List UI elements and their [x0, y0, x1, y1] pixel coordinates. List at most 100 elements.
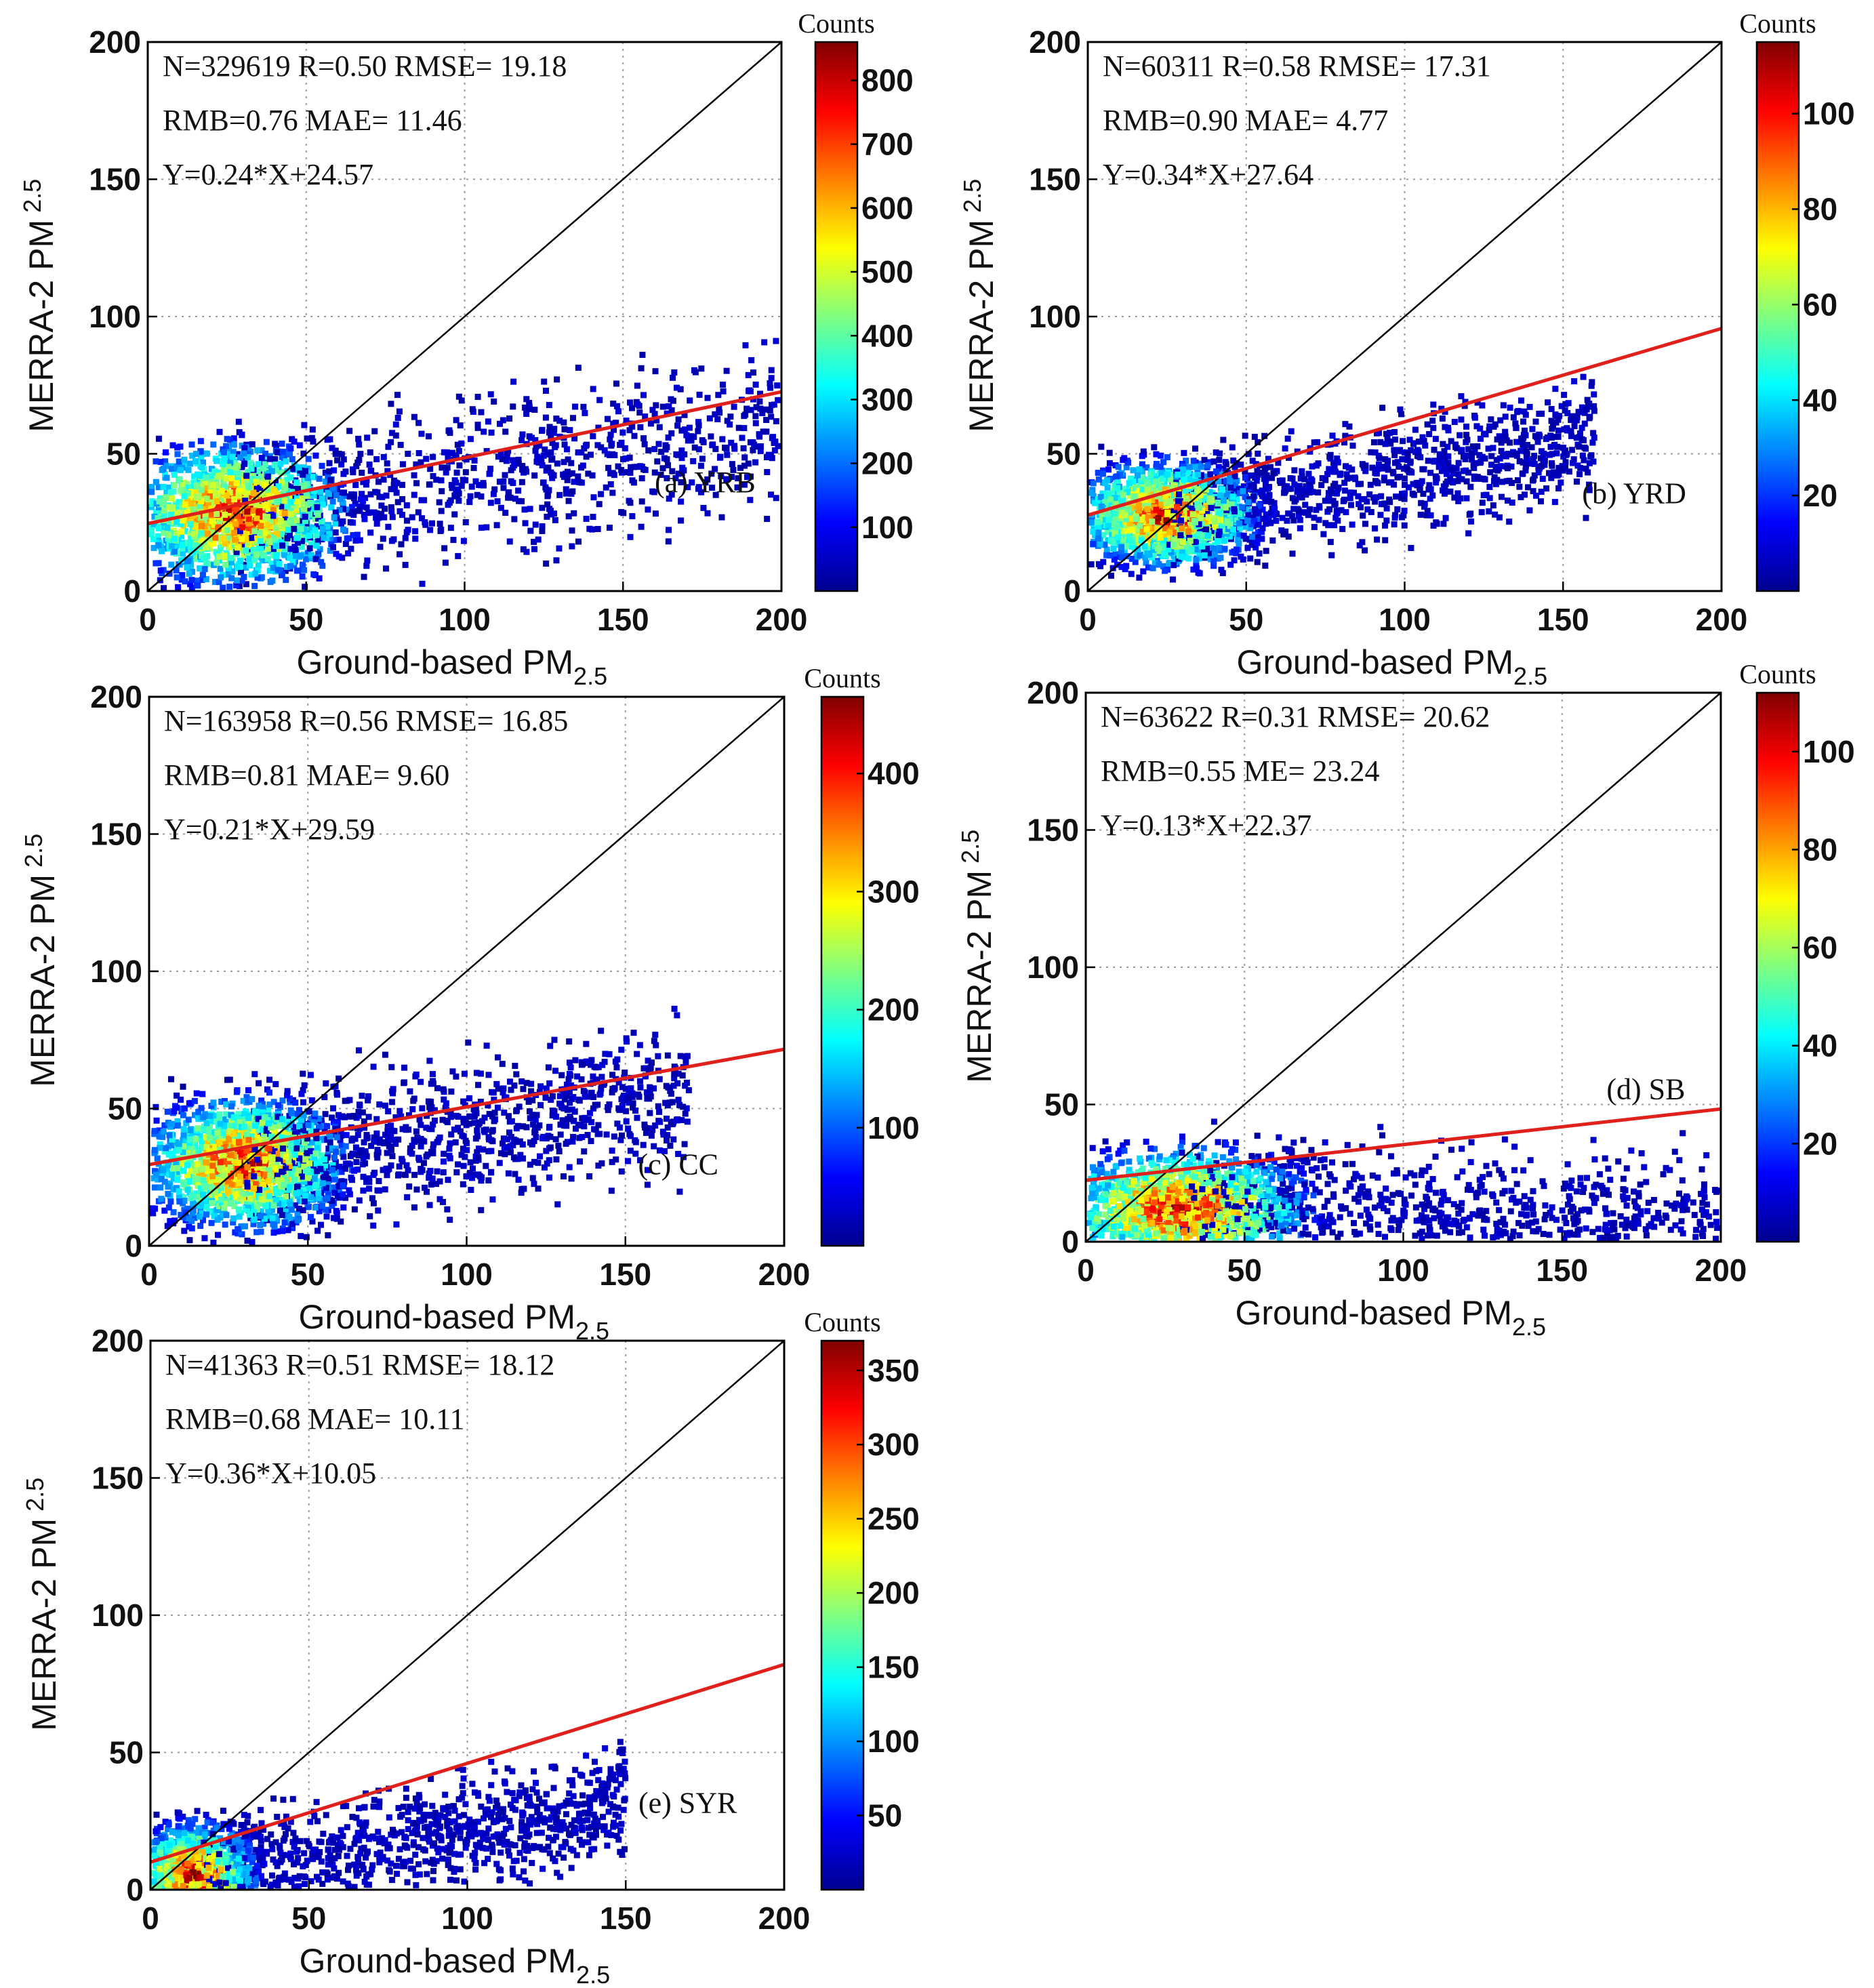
density-cell — [1391, 447, 1398, 453]
density-cell — [242, 498, 249, 504]
density-cell — [1289, 495, 1296, 502]
density-cell — [266, 538, 272, 545]
density-cell — [160, 483, 167, 490]
density-cell — [1528, 444, 1535, 451]
density-cell — [1583, 406, 1590, 413]
density-cell — [354, 531, 361, 538]
density-cell — [769, 455, 775, 462]
density-cell — [1399, 456, 1406, 463]
density-cell — [174, 574, 180, 581]
density-cell — [1447, 488, 1454, 495]
density-cell — [638, 523, 645, 530]
density-cell — [1391, 514, 1398, 521]
density-cell — [373, 521, 380, 527]
density-cell — [291, 525, 298, 532]
density-cell — [662, 442, 669, 449]
density-cell — [392, 432, 399, 439]
density-cell — [312, 556, 319, 563]
density-cell — [744, 474, 750, 481]
density-cell — [228, 524, 235, 531]
density-cell — [718, 514, 725, 521]
density-cell — [1219, 486, 1226, 493]
density-cell — [228, 518, 235, 525]
density-cell — [1140, 568, 1147, 575]
density-cell — [775, 443, 781, 449]
density-cell — [148, 531, 155, 537]
density-cell — [282, 567, 289, 574]
density-cell — [658, 449, 665, 455]
density-cell — [451, 511, 458, 518]
density-cell — [1106, 449, 1113, 456]
density-cell — [260, 552, 267, 559]
density-cell — [1244, 517, 1251, 524]
density-cell — [1412, 426, 1419, 433]
density-cell — [268, 468, 275, 474]
density-cell — [179, 542, 186, 548]
density-cell — [651, 411, 658, 418]
density-cell — [1419, 466, 1426, 472]
colorbar-tick-label: 500 — [861, 254, 914, 289]
density-cell — [308, 555, 314, 562]
density-cell — [1531, 472, 1538, 479]
density-cell — [1410, 441, 1417, 447]
density-cell — [1217, 544, 1223, 551]
density-cell — [245, 451, 251, 458]
density-cell — [253, 502, 260, 508]
density-cell — [337, 495, 344, 502]
density-cell — [638, 498, 645, 505]
density-cell — [745, 371, 752, 378]
density-cell — [1144, 487, 1151, 493]
density-cell — [293, 567, 300, 574]
density-cell — [531, 538, 537, 545]
density-cell — [239, 464, 245, 470]
density-cell — [302, 536, 309, 543]
density-cell — [1297, 475, 1304, 482]
density-cell — [148, 489, 155, 495]
density-cell — [283, 563, 290, 570]
density-cell — [1564, 427, 1570, 434]
density-cell — [1348, 489, 1355, 496]
density-cell — [242, 489, 249, 495]
density-cell — [1131, 493, 1138, 500]
density-cell — [585, 470, 592, 477]
density-cell — [467, 436, 474, 443]
density-cell — [507, 494, 514, 501]
colorbar-tick-label: 800 — [861, 63, 914, 98]
density-cell — [550, 430, 557, 437]
density-cell — [224, 436, 230, 443]
density-cell — [627, 500, 634, 506]
density-cell — [596, 397, 603, 403]
density-cell — [162, 458, 169, 465]
density-cell — [1147, 472, 1154, 479]
density-cell — [284, 503, 291, 510]
density-cell — [176, 476, 183, 483]
density-cell — [174, 530, 180, 537]
density-cell — [1377, 512, 1384, 519]
density-cell — [308, 541, 314, 548]
density-cell — [645, 506, 651, 513]
density-cell — [258, 523, 264, 529]
density-cell — [225, 571, 232, 578]
density-cell — [188, 577, 195, 584]
density-cell — [326, 491, 333, 498]
density-cell — [1331, 464, 1338, 471]
y-tick-label: 200 — [89, 24, 141, 60]
density-cell — [1335, 459, 1341, 466]
density-cell — [235, 492, 242, 499]
density-cell — [1551, 499, 1558, 506]
density-cell — [239, 432, 245, 439]
density-cell — [217, 545, 224, 552]
density-cell — [447, 430, 453, 437]
density-cell — [487, 500, 494, 506]
density-cell — [611, 472, 617, 479]
density-cell — [1552, 386, 1559, 392]
density-cell — [1490, 478, 1497, 485]
density-cell — [529, 434, 535, 441]
density-cell — [274, 543, 281, 550]
density-cell — [1364, 506, 1371, 513]
density-cell — [1114, 534, 1121, 541]
density-cell — [181, 456, 188, 463]
density-cell — [322, 469, 329, 476]
density-cell — [309, 473, 316, 480]
density-cell — [164, 524, 171, 531]
